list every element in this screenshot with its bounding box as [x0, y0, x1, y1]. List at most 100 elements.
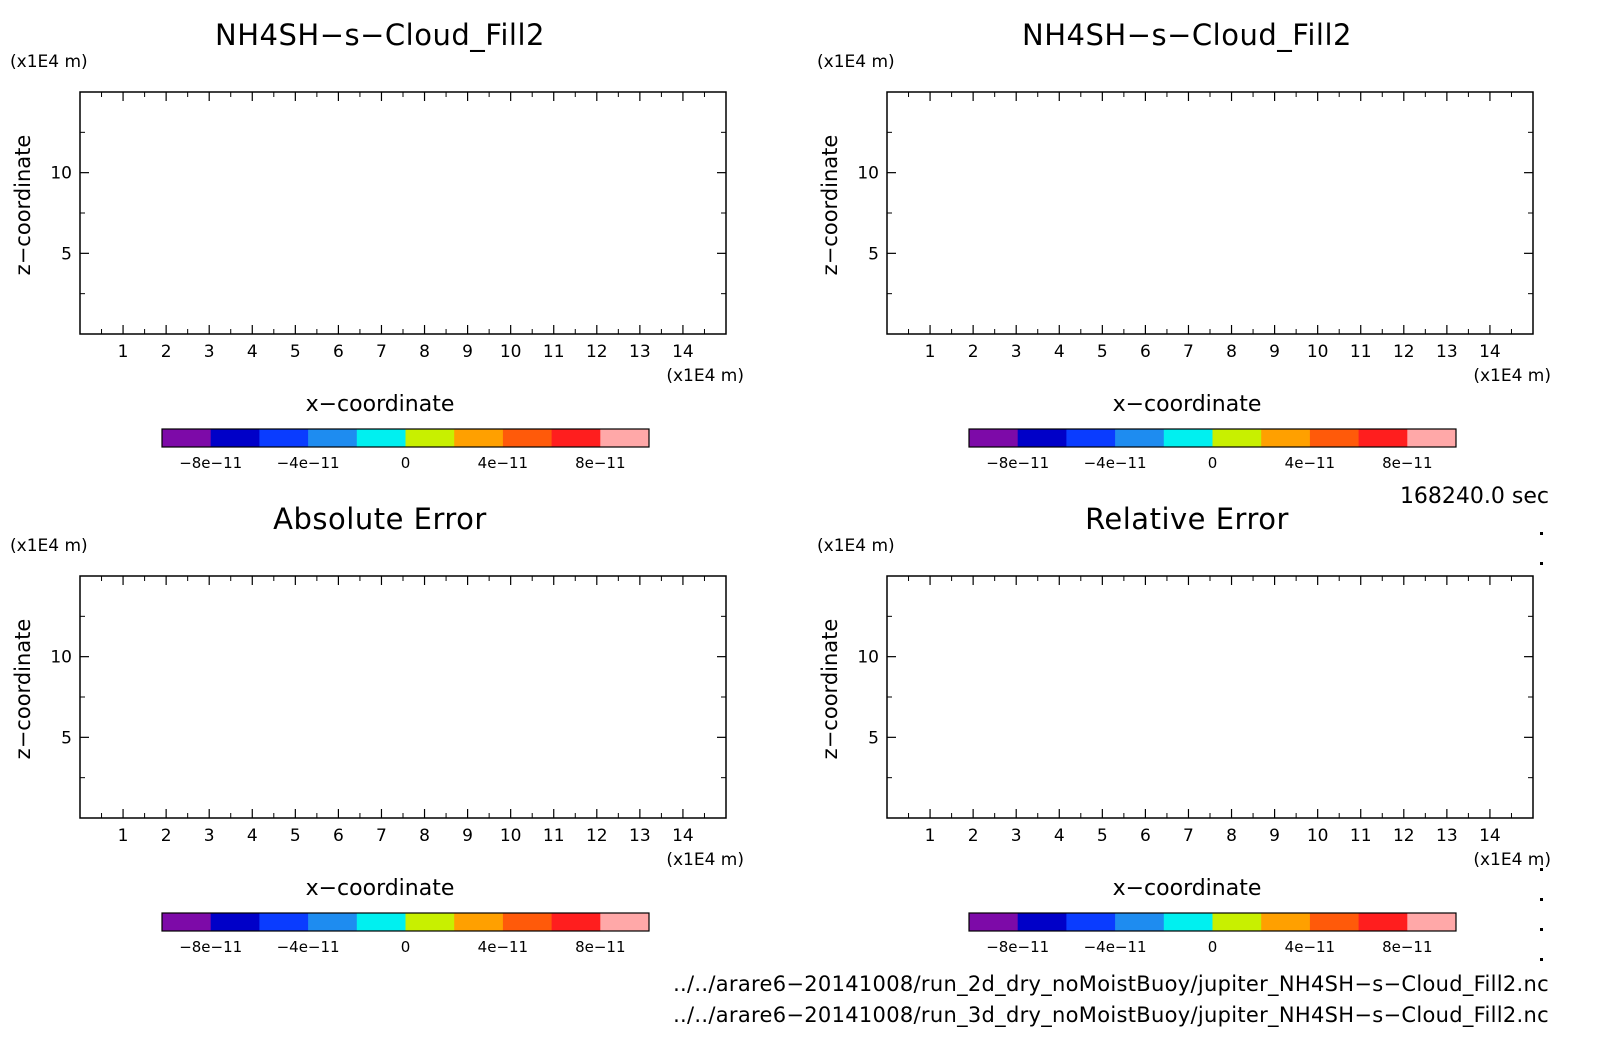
x-tick-label: 3 [204, 826, 215, 846]
x-unit-label: (x1E4 m) [1473, 850, 1551, 870]
x-tick-label: 8 [419, 342, 430, 362]
x-tick-label: 6 [333, 826, 344, 846]
x-tick-label: 12 [1393, 342, 1415, 362]
x-unit-label: (x1E4 m) [666, 366, 744, 386]
x-tick-label: 7 [1183, 826, 1194, 846]
colorbar-tick-label: 0 [1208, 938, 1218, 956]
colorbar-tick-label: 0 [1208, 454, 1218, 472]
x-tick-label: 14 [672, 342, 694, 362]
colorbar-swatch [551, 429, 601, 447]
x-tick-label: 3 [1011, 342, 1022, 362]
x-tick-label: 4 [1054, 342, 1065, 362]
x-tick-label: 10 [1307, 826, 1329, 846]
x-tick-label: 14 [1479, 826, 1501, 846]
x-unit-label: (x1E4 m) [666, 850, 744, 870]
plot-frame [886, 575, 1534, 819]
colorbar-swatch [259, 429, 309, 447]
x-unit-label: (x1E4 m) [1473, 366, 1551, 386]
colorbar-tick-label: −8e−11 [986, 938, 1049, 956]
colorbar-tick-label: −4e−11 [277, 938, 340, 956]
x-tick-label: 3 [204, 342, 215, 362]
colorbar-swatch [356, 429, 406, 447]
x-tick-label: 12 [586, 826, 608, 846]
x-tick-label: 8 [1226, 826, 1237, 846]
x-tick-label: 10 [1307, 342, 1329, 362]
marker-dot [1540, 928, 1543, 931]
x-tick-label: 3 [1011, 826, 1022, 846]
x-tick-label: 7 [376, 826, 387, 846]
colorbar-tick-label: 8e−11 [575, 938, 625, 956]
x-tick-label: 4 [247, 826, 258, 846]
colorbar-swatch [1017, 429, 1067, 447]
colorbar-swatch [1163, 913, 1213, 931]
x-tick-label: 8 [1226, 342, 1237, 362]
y-unit-label: (x1E4 m) [817, 52, 895, 72]
x-axis-label: x−coordinate [1113, 392, 1262, 417]
colorbar-swatch [308, 913, 358, 931]
colorbar-swatch [969, 429, 1019, 447]
x-tick-label: 10 [500, 826, 522, 846]
marker-dot [1540, 562, 1543, 565]
x-tick-label: 4 [1054, 826, 1065, 846]
colorbar-swatch [969, 913, 1019, 931]
x-tick-label: 14 [672, 826, 694, 846]
colorbar-swatch [1017, 913, 1067, 931]
colorbar-swatch [454, 429, 504, 447]
x-tick-label: 1 [925, 826, 936, 846]
colorbar-swatch [1115, 913, 1165, 931]
x-tick-label: 13 [629, 826, 651, 846]
colorbar-tick-label: 8e−11 [1382, 938, 1432, 956]
marker-dot [1540, 958, 1543, 961]
colorbar-swatch [1066, 913, 1116, 931]
colorbar-swatch [502, 913, 553, 931]
panel-title: Relative Error [1085, 502, 1289, 536]
y-axis-label: z−coordinate [11, 135, 35, 276]
colorbar-frame [968, 428, 1457, 448]
x-axis-label: x−coordinate [306, 392, 455, 417]
colorbar-swatch [210, 429, 260, 447]
footer-file-path-2: ../../arare6−20141008/run_3d_dry_noMoist… [673, 1003, 1549, 1027]
x-tick-label: 6 [1140, 826, 1151, 846]
x-tick-label: 13 [1436, 342, 1458, 362]
colorbar-tick-label: −8e−11 [179, 454, 242, 472]
y-tick-label: 5 [868, 728, 879, 748]
x-tick-label: 9 [1269, 826, 1280, 846]
x-tick-label: 9 [1269, 342, 1280, 362]
colorbar-swatch [600, 429, 650, 447]
x-tick-label: 12 [1393, 826, 1415, 846]
x-tick-label: 2 [968, 826, 979, 846]
x-tick-label: 11 [543, 826, 565, 846]
colorbar-swatch [162, 429, 212, 447]
y-unit-label: (x1E4 m) [10, 536, 88, 556]
x-tick-label: 2 [161, 826, 172, 846]
colorbar-tick-label: 4e−11 [1285, 454, 1335, 472]
x-axis-label: x−coordinate [1113, 876, 1262, 901]
x-tick-label: 5 [1097, 826, 1108, 846]
x-tick-label: 13 [629, 342, 651, 362]
x-tick-label: 1 [925, 342, 936, 362]
colorbar-swatch [1212, 429, 1262, 447]
x-tick-label: 8 [419, 826, 430, 846]
x-tick-label: 9 [462, 342, 473, 362]
y-axis-label: z−coordinate [11, 619, 35, 760]
y-tick-label: 10 [50, 164, 72, 184]
colorbar-swatch [259, 913, 309, 931]
panel-title: NH4SH−s−Cloud_Fill2 [215, 18, 545, 52]
x-tick-label: 6 [1140, 342, 1151, 362]
colorbar-swatch [1309, 913, 1360, 931]
plot-frame [79, 91, 727, 335]
x-tick-label: 10 [500, 342, 522, 362]
colorbar-tick-label: 0 [401, 454, 411, 472]
y-unit-label: (x1E4 m) [817, 536, 895, 556]
colorbar-tick-label: −4e−11 [1084, 454, 1147, 472]
footer-file-path-1: ../../arare6−20141008/run_2d_dry_noMoist… [673, 972, 1549, 996]
y-tick-label: 5 [61, 244, 72, 264]
colorbar-tick-label: −8e−11 [986, 454, 1049, 472]
colorbar-swatch [1261, 913, 1311, 931]
x-axis-label: x−coordinate [306, 876, 455, 901]
colorbar-swatch [600, 913, 650, 931]
colorbar-swatch [1115, 429, 1165, 447]
colorbar-swatch [1309, 429, 1360, 447]
x-tick-label: 11 [1350, 826, 1372, 846]
